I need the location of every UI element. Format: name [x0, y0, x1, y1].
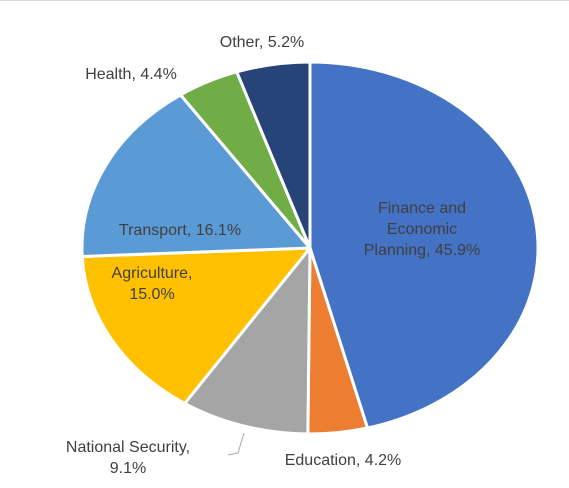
- data-label-national-security: National Security, 9.1%: [66, 439, 190, 477]
- data-label-agriculture: Agriculture, 15.0%: [112, 265, 193, 303]
- data-labels: Finance and Economic Planning, 45.9% Educat…: [66, 34, 480, 477]
- data-label-other: Other, 5.2%: [220, 34, 305, 51]
- data-label-education: Education, 4.2%: [285, 452, 402, 469]
- leader-lines: [227, 432, 245, 456]
- data-label-finance-and-economic-planning: Finance and Economic Planning, 45.9%: [364, 200, 481, 259]
- pie-slices: [80, 60, 540, 436]
- pie-slice-other: [235, 60, 312, 250]
- pie-slice-finance-and-economic-planning: [308, 60, 540, 430]
- pie-slice-transport: [80, 93, 312, 258]
- pie-slice-national-security: [183, 246, 312, 436]
- data-label-health: Health, 4.4%: [85, 66, 177, 83]
- pie-slice-agriculture: [80, 246, 312, 405]
- leader-line-national-security: [227, 432, 245, 456]
- data-label-transport: Transport, 16.1%: [119, 222, 241, 239]
